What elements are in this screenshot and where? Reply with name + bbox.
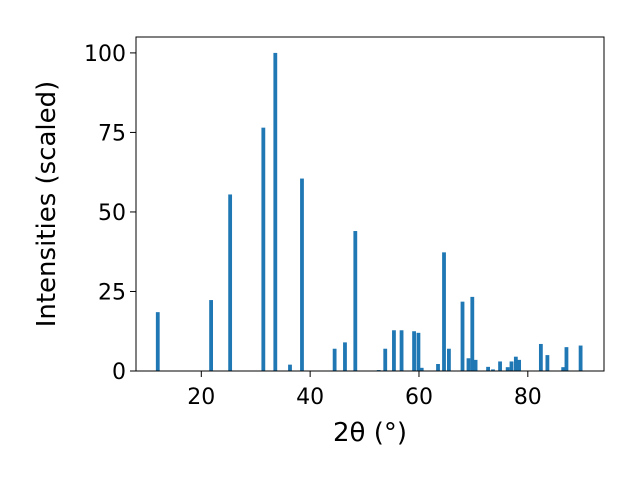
bar (343, 342, 347, 371)
bar (436, 364, 440, 371)
bar (545, 355, 550, 371)
bar-series (155, 52, 583, 372)
bar (155, 312, 160, 371)
bar (517, 359, 522, 371)
bar (470, 296, 475, 371)
x-axis-label: 2θ (°) (333, 418, 407, 448)
bar (209, 300, 213, 371)
bar (564, 347, 569, 371)
bar (460, 301, 465, 371)
bar (442, 252, 446, 371)
bar (416, 332, 421, 371)
bar (419, 367, 424, 371)
y-tick-label: 75 (98, 121, 126, 146)
bar (288, 364, 292, 371)
x-tick-label: 80 (514, 385, 542, 410)
bar (473, 359, 478, 371)
bar (383, 348, 388, 371)
bar (486, 366, 490, 371)
x-tick-label: 20 (187, 385, 215, 410)
x-tick-label: 60 (405, 385, 433, 410)
plot-frame (135, 36, 605, 372)
bar (300, 178, 304, 371)
x-tick-label: 40 (296, 385, 324, 410)
bar (513, 356, 518, 371)
bar (447, 348, 451, 371)
bar (498, 361, 502, 371)
y-tick-label: 25 (98, 280, 126, 305)
bar (466, 358, 471, 371)
bar (399, 330, 404, 371)
y-axis-label: Intensities (scaled) (32, 81, 62, 328)
bar (561, 367, 566, 371)
bar (353, 231, 358, 371)
bar (332, 348, 337, 371)
bar (412, 331, 416, 371)
bar (538, 343, 543, 371)
y-tick-label: 100 (84, 42, 126, 67)
bar (491, 369, 495, 371)
y-tick-label: 50 (98, 201, 126, 226)
bar (273, 52, 278, 372)
bar (261, 127, 266, 371)
bar (578, 345, 583, 371)
bar (505, 367, 510, 371)
y-axis-ticks: 0 25 50 75 100 (84, 42, 136, 385)
bar (228, 194, 233, 371)
y-tick-label: 0 (112, 360, 126, 385)
x-axis-ticks: 20 40 60 80 (187, 371, 542, 410)
bar (392, 330, 396, 371)
bar (509, 361, 514, 371)
